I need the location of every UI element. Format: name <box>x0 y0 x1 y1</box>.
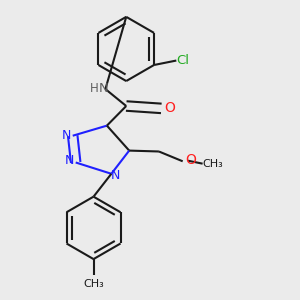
Text: Cl: Cl <box>176 54 189 67</box>
Text: CH₃: CH₃ <box>83 279 104 289</box>
Text: N: N <box>111 169 121 182</box>
Text: N: N <box>65 154 74 167</box>
Text: O: O <box>185 152 196 167</box>
Text: O: O <box>164 101 175 115</box>
Text: CH₃: CH₃ <box>202 159 223 169</box>
Text: H: H <box>90 82 98 95</box>
Text: N: N <box>99 82 109 95</box>
Text: N: N <box>62 129 71 142</box>
